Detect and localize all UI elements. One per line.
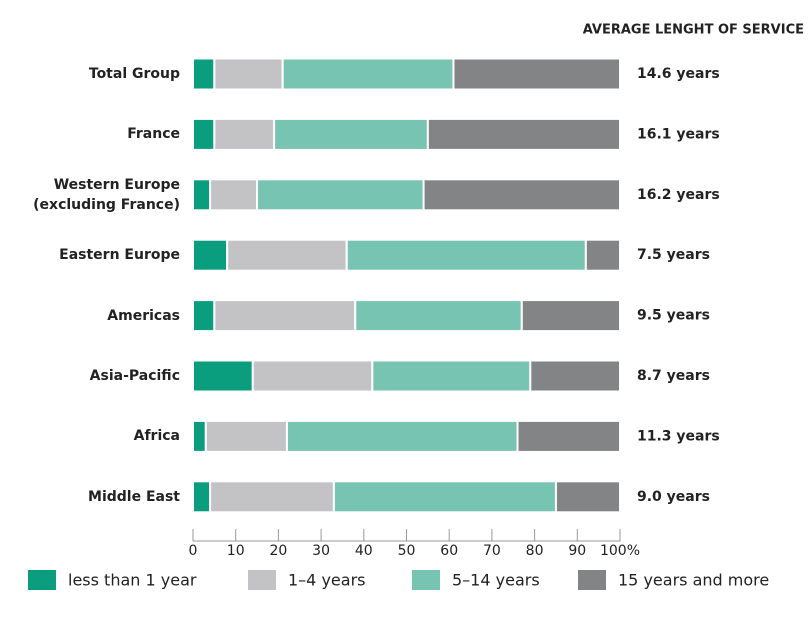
bar-segment	[354, 299, 523, 333]
bar-segment	[529, 359, 622, 393]
bar-segment	[209, 178, 259, 212]
bar-segment	[226, 238, 348, 272]
x-tick-label: 30	[312, 543, 330, 559]
x-tick-label: 80	[526, 543, 544, 559]
annotation-label: 11.3 years	[637, 428, 720, 444]
bar-segment	[554, 480, 622, 514]
x-tick-label: 100%	[600, 543, 640, 559]
y-tick-label: Western Europe (excluding France)	[33, 176, 180, 213]
x-tick-label: 20	[269, 543, 287, 559]
bar-segment	[371, 359, 532, 393]
bar-segment	[332, 480, 557, 514]
x-tick-label: 40	[355, 543, 373, 559]
legend-label: 15 years and more	[618, 571, 769, 590]
bar-segment	[192, 299, 216, 333]
x-tick-label: 90	[568, 543, 586, 559]
annotation-label: 8.7 years	[637, 368, 710, 384]
bar-segment	[192, 238, 229, 272]
y-tick-label: Americas	[107, 307, 180, 324]
y-tick-label: Eastern Europe	[59, 247, 180, 264]
annotation-label: 9.5 years	[637, 308, 710, 324]
annotation-label: 14.6 years	[637, 66, 720, 82]
bar-segment	[426, 117, 621, 151]
bar-segment	[520, 299, 621, 333]
bar-segment	[285, 419, 519, 453]
bar-segment	[516, 419, 622, 453]
y-tick-label: Africa	[133, 428, 180, 445]
bar-segment	[452, 57, 621, 91]
annotation-label: 7.5 years	[637, 247, 710, 263]
bar-segment	[256, 178, 425, 212]
y-tick-label: Total Group	[88, 66, 180, 82]
legend-label: less than 1 year	[68, 571, 197, 590]
legend-swatch	[28, 570, 56, 590]
annotation-label: 16.2 years	[637, 187, 720, 203]
bar-segment	[192, 359, 254, 393]
annotation-title: AVERAGE LENGHT OF SERVICE	[583, 23, 804, 38]
bar-segment	[213, 117, 276, 151]
bar-segment	[213, 299, 357, 333]
bar-segment	[281, 57, 455, 91]
bar-segment	[273, 117, 429, 151]
x-tick-label: 10	[227, 543, 245, 559]
bar-segment	[584, 238, 622, 272]
x-tick-label: 60	[440, 543, 458, 559]
annotation-label: 16.1 years	[637, 126, 720, 142]
bar-segment	[192, 178, 212, 212]
bar-segment	[192, 480, 212, 514]
bar-segment	[345, 238, 587, 272]
bar-segment	[192, 117, 216, 151]
legend-swatch	[248, 570, 276, 590]
annotation-label: 9.0 years	[637, 489, 710, 505]
bar-segment	[213, 57, 284, 91]
x-tick-label: 0	[189, 543, 198, 559]
bar-segment	[422, 178, 621, 212]
bar-segment	[192, 57, 216, 91]
x-tick-label: 70	[483, 543, 501, 559]
bar-segment	[209, 480, 335, 514]
y-tick-label: Middle East	[88, 488, 180, 505]
legend-swatch	[578, 570, 606, 590]
legend-label: 1–4 years	[288, 571, 365, 590]
y-tick-label: Asia-Pacific	[89, 368, 180, 384]
bar-segment	[204, 419, 288, 453]
legend-label: 5–14 years	[452, 571, 540, 590]
y-tick-label: France	[127, 126, 180, 143]
legend-swatch	[412, 570, 440, 590]
bar-segment	[251, 359, 374, 393]
bar-segment	[192, 419, 207, 453]
x-tick-label: 50	[398, 543, 416, 559]
